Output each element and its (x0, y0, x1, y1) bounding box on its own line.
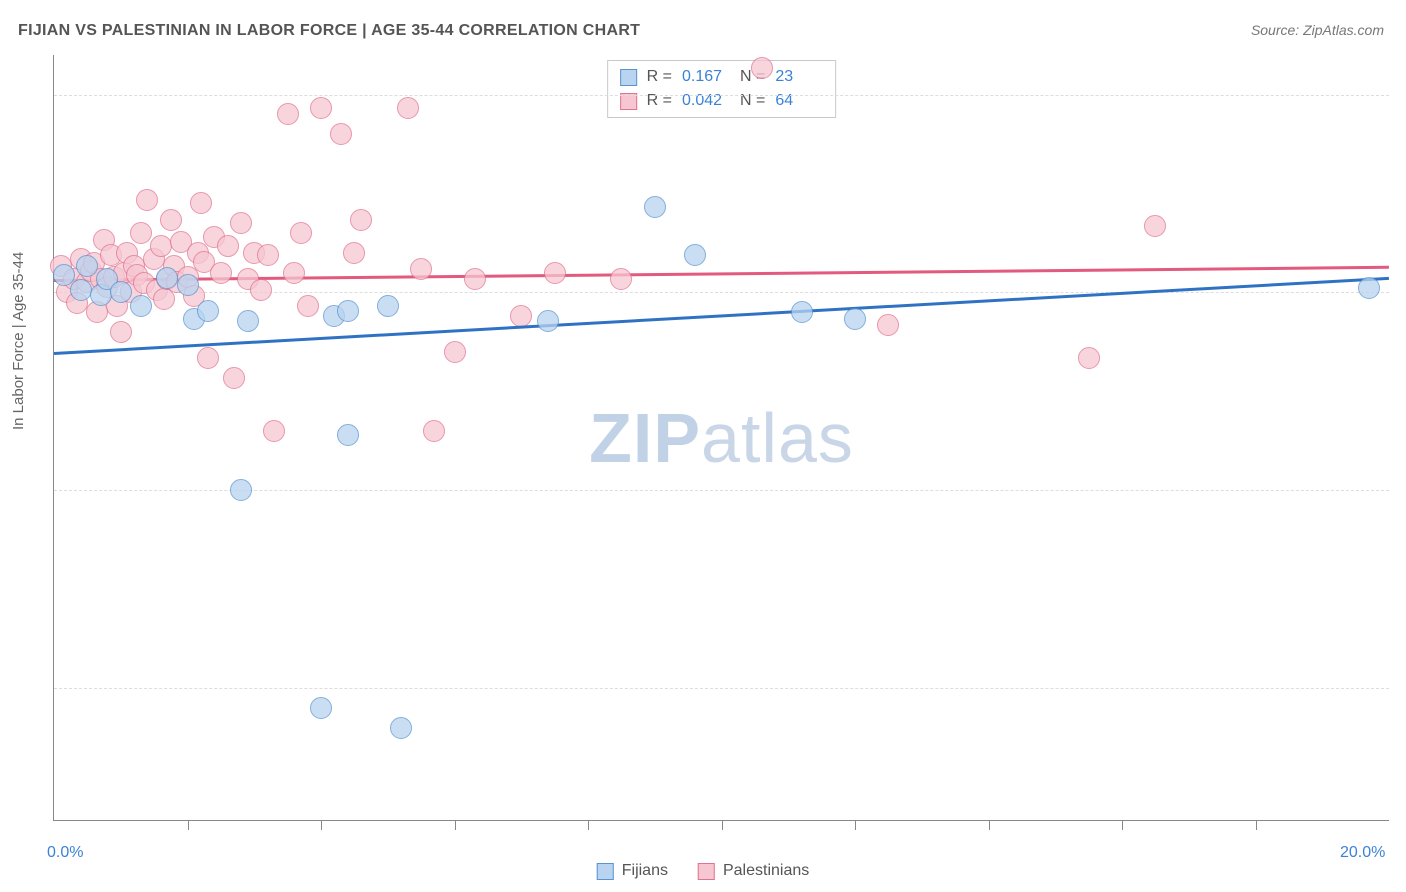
xtick (989, 820, 990, 830)
swatch-palestinians-bottom (698, 863, 715, 880)
legend-inset: R = 0.167 N = 23 R = 0.042 N = 64 (607, 60, 837, 118)
point-palestinians (464, 268, 486, 290)
point-palestinians (1078, 347, 1100, 369)
point-fijians (644, 196, 666, 218)
point-fijians (791, 301, 813, 323)
y-axis-label: In Labor Force | Age 35-44 (10, 252, 27, 430)
xtick (188, 820, 189, 830)
point-palestinians (350, 209, 372, 231)
point-fijians (684, 244, 706, 266)
point-palestinians (257, 244, 279, 266)
point-fijians (197, 300, 219, 322)
point-palestinians (310, 97, 332, 119)
legend-r-value-palestinians: 0.042 (682, 89, 730, 113)
plot-area: ZIPatlas R = 0.167 N = 23 R = 0.042 N = … (53, 55, 1389, 821)
point-palestinians (250, 279, 272, 301)
legend-n-label: N = (740, 89, 765, 113)
point-fijians (230, 479, 252, 501)
watermark-atlas: atlas (701, 399, 854, 477)
swatch-fijians-bottom (597, 863, 614, 880)
point-palestinians (610, 268, 632, 290)
point-fijians (1358, 277, 1380, 299)
point-palestinians (110, 321, 132, 343)
point-palestinians (877, 314, 899, 336)
point-palestinians (230, 212, 252, 234)
point-palestinians (217, 235, 239, 257)
ytick-label: 70.0% (1396, 481, 1406, 499)
ytick-label: 100.0% (1396, 86, 1406, 104)
watermark: ZIPatlas (589, 398, 854, 478)
bottom-legend-label-fijians: Fijians (622, 862, 668, 880)
point-fijians (156, 267, 178, 289)
point-fijians (337, 300, 359, 322)
bottom-legend-fijians: Fijians (597, 862, 668, 880)
point-fijians (76, 255, 98, 277)
point-fijians (337, 424, 359, 446)
point-fijians (844, 308, 866, 330)
point-palestinians (510, 305, 532, 327)
point-palestinians (283, 262, 305, 284)
xtick (722, 820, 723, 830)
gridline-h (54, 688, 1389, 689)
legend-r-label: R = (647, 65, 672, 89)
xtick (588, 820, 589, 830)
point-palestinians (150, 235, 172, 257)
ytick-label: 85.0% (1396, 283, 1406, 301)
xtick (455, 820, 456, 830)
xtick (321, 820, 322, 830)
xaxis-label: 20.0% (1340, 844, 1385, 862)
watermark-zip: ZIP (589, 399, 701, 477)
swatch-fijians (620, 69, 637, 86)
point-palestinians (223, 367, 245, 389)
point-palestinians (136, 189, 158, 211)
point-fijians (537, 310, 559, 332)
point-palestinians (397, 97, 419, 119)
xaxis-label: 0.0% (47, 844, 83, 862)
point-fijians (130, 295, 152, 317)
gridline-h (54, 95, 1389, 96)
point-palestinians (343, 242, 365, 264)
legend-r-value-fijians: 0.167 (682, 65, 730, 89)
point-fijians (377, 295, 399, 317)
point-palestinians (1144, 215, 1166, 237)
point-palestinians (130, 222, 152, 244)
chart-title: FIJIAN VS PALESTINIAN IN LABOR FORCE | A… (18, 22, 640, 40)
legend-n-value-palestinians: 64 (775, 89, 823, 113)
point-palestinians (297, 295, 319, 317)
point-palestinians (190, 192, 212, 214)
gridline-h (54, 490, 1389, 491)
xtick (1256, 820, 1257, 830)
point-fijians (110, 281, 132, 303)
bottom-legend-palestinians: Palestinians (698, 862, 809, 880)
point-palestinians (544, 262, 566, 284)
point-palestinians (410, 258, 432, 280)
ytick-label: 55.0% (1396, 679, 1406, 697)
point-fijians (390, 717, 412, 739)
xtick (1122, 820, 1123, 830)
point-palestinians (197, 347, 219, 369)
point-palestinians (751, 57, 773, 79)
point-fijians (177, 274, 199, 296)
legend-row-fijians: R = 0.167 N = 23 (620, 65, 824, 89)
point-fijians (237, 310, 259, 332)
point-palestinians (330, 123, 352, 145)
point-palestinians (210, 262, 232, 284)
legend-row-palestinians: R = 0.042 N = 64 (620, 89, 824, 113)
bottom-legend-label-palestinians: Palestinians (723, 862, 809, 880)
point-palestinians (444, 341, 466, 363)
xtick (855, 820, 856, 830)
point-palestinians (263, 420, 285, 442)
bottom-legend: Fijians Palestinians (597, 862, 810, 880)
legend-r-label: R = (647, 89, 672, 113)
point-fijians (70, 279, 92, 301)
point-palestinians (277, 103, 299, 125)
source-label: Source: ZipAtlas.com (1251, 22, 1384, 38)
legend-n-value-fijians: 23 (775, 65, 823, 89)
point-palestinians (290, 222, 312, 244)
point-fijians (310, 697, 332, 719)
point-palestinians (160, 209, 182, 231)
point-palestinians (423, 420, 445, 442)
